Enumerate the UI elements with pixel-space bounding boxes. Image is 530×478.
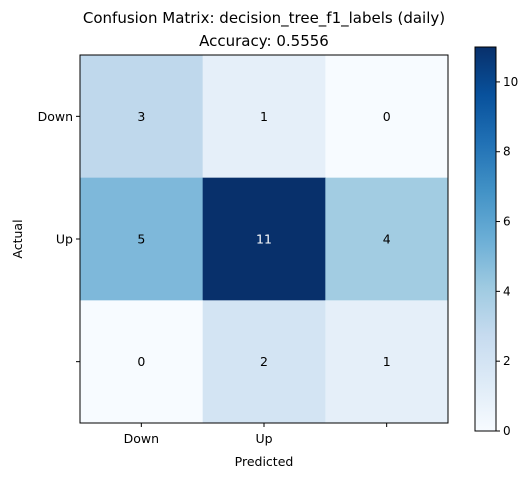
cell-value-label: 5 — [137, 232, 145, 247]
x-axis-ticks: Down Up — [124, 423, 387, 446]
x-tick-label: Up — [255, 431, 272, 446]
colorbar — [475, 47, 496, 431]
cell-value-label: 1 — [383, 354, 391, 369]
colorbar-tick-label: 2 — [503, 354, 511, 368]
y-axis-label: Actual — [10, 219, 25, 258]
cell-value-label: 1 — [260, 109, 268, 124]
colorbar-tick-label: 10 — [503, 75, 518, 89]
cell-value-label: 0 — [383, 109, 391, 124]
y-tick-label: Up — [56, 232, 73, 247]
colorbar-tick-label: 0 — [503, 424, 511, 438]
cell-value-label: 2 — [260, 354, 268, 369]
chart-subtitle: Accuracy: 0.5556 — [199, 32, 329, 50]
cell-value-label: 4 — [383, 232, 391, 247]
colorbar-ticks: 0 2 4 6 8 10 — [496, 75, 518, 438]
cell-value-label: 11 — [256, 232, 272, 247]
cell-value-label: 0 — [137, 354, 145, 369]
colorbar-tick-label: 6 — [503, 215, 511, 229]
y-axis-ticks: Down Up — [38, 109, 80, 362]
x-axis-label: Predicted — [235, 454, 294, 469]
colorbar-tick-label: 4 — [503, 284, 511, 298]
y-tick-label: Down — [38, 109, 73, 124]
x-tick-label: Down — [124, 431, 159, 446]
colorbar-tick-label: 8 — [503, 145, 511, 159]
chart-title: Confusion Matrix: decision_tree_f1_label… — [83, 9, 445, 28]
cell-value-label: 3 — [137, 109, 145, 124]
